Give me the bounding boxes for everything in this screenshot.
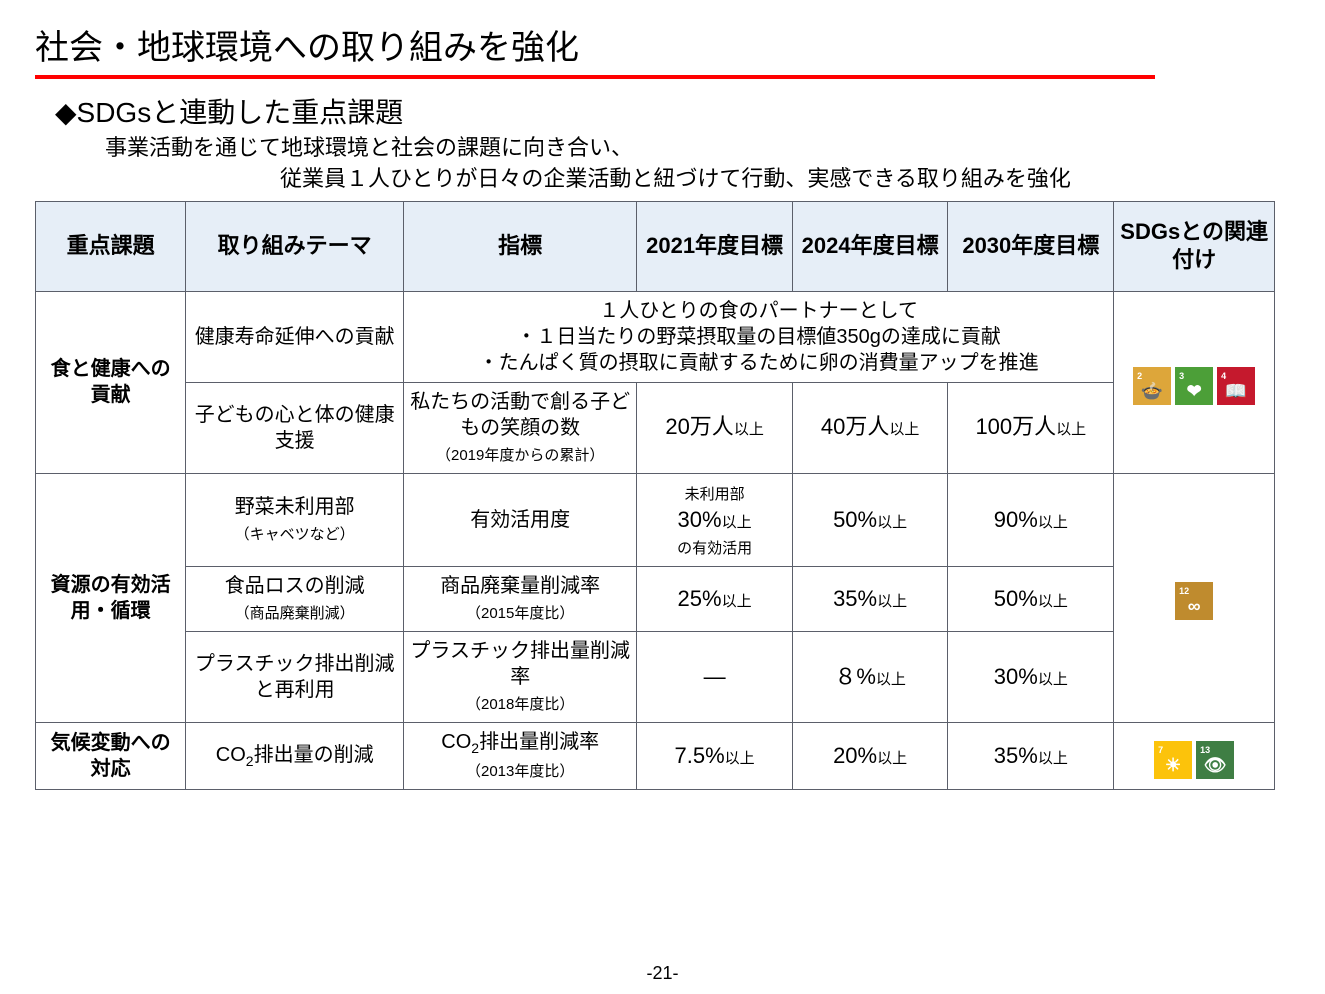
v2024-children: 40万人以上	[792, 382, 948, 473]
v2024-food-loss: 35%以上	[792, 567, 948, 632]
v2021-food-loss: 25%以上	[637, 567, 793, 632]
food-health-sdg-3-icon: 3❤	[1175, 367, 1213, 405]
v2021-vegetable: 未利用部 30%以上 の有効活用	[637, 473, 793, 567]
slide: 社会・地球環境への取り組みを強化 ◆SDGsと連動した重点課題 事業活動を通じて…	[0, 0, 1325, 994]
th-2030: 2030年度目標	[948, 201, 1114, 291]
sdgs-climate: 7☀13👁	[1114, 723, 1275, 790]
desc-line-1: 事業活動を通じて地球環境と社会の課題に向き合い、	[35, 133, 1290, 164]
th-sdgs: SDGsとの関連付け	[1114, 201, 1275, 291]
th-2024: 2024年度目標	[792, 201, 948, 291]
table-row: プラスチック排出削減と再利用 プラスチック排出量削減率 （2018年度比） ― …	[36, 632, 1275, 723]
theme-food-loss: 食品ロスの削減 （商品廃棄削減）	[186, 567, 404, 632]
issue-resources: 資源の有効活用・循環	[36, 473, 186, 723]
metric-plastic: プラスチック排出量削減率 （2018年度比）	[404, 632, 637, 723]
table-row: 食と健康への貢献 健康寿命延伸への貢献 １人ひとりの食のパートナーとして ・１日…	[36, 291, 1275, 382]
metric-utilization: 有効活用度	[404, 473, 637, 567]
issue-food-health: 食と健康への貢献	[36, 291, 186, 473]
food-health-sdg-4-icon: 4📖	[1217, 367, 1255, 405]
subtitle: ◆SDGsと連動した重点課題	[35, 91, 1290, 131]
table-row: 資源の有効活用・循環 野菜未利用部 （キャベツなど） 有効活用度 未利用部 30…	[36, 473, 1275, 567]
th-2021: 2021年度目標	[637, 201, 793, 291]
v2024-vegetable: 50%以上	[792, 473, 948, 567]
title-underline	[35, 75, 1155, 79]
v2021-children: 20万人以上	[637, 382, 793, 473]
v2021-plastic: ―	[637, 632, 793, 723]
theme-plastic: プラスチック排出削減と再利用	[186, 632, 404, 723]
metric-food-loss: 商品廃棄量削減率 （2015年度比）	[404, 567, 637, 632]
table-row: 食品ロスの削減 （商品廃棄削減） 商品廃棄量削減率 （2015年度比） 25%以…	[36, 567, 1275, 632]
th-issue: 重点課題	[36, 201, 186, 291]
materiality-table: 重点課題 取り組みテーマ 指標 2021年度目標 2024年度目標 2030年度…	[35, 201, 1275, 791]
theme-children-health: 子どもの心と体の健康支援	[186, 382, 404, 473]
desc-line-2: 従業員１人ひとりが日々の企業活動と紐づけて行動、実感できる取り組みを強化	[35, 164, 1290, 195]
theme-health-life: 健康寿命延伸への貢献	[186, 291, 404, 382]
resources-sdg-12-icon: 12∞	[1175, 582, 1213, 620]
table-row: 気候変動への対応 CO2排出量の削減 CO2排出量削減率 （2013年度比） 7…	[36, 723, 1275, 790]
th-theme: 取り組みテーマ	[186, 201, 404, 291]
v2030-children: 100万人以上	[948, 382, 1114, 473]
v2024-plastic: ８%以上	[792, 632, 948, 723]
sdgs-resources: 12∞	[1114, 473, 1275, 723]
page-number: -21-	[0, 963, 1325, 984]
theme-co2: CO2排出量の削減	[186, 723, 404, 790]
table-header-row: 重点課題 取り組みテーマ 指標 2021年度目標 2024年度目標 2030年度…	[36, 201, 1275, 291]
climate-sdg-13-icon: 13👁	[1196, 741, 1234, 779]
sdgs-food-health: 2🍲3❤4📖	[1114, 291, 1275, 473]
v2024-co2: 20%以上	[792, 723, 948, 790]
table-row: 子どもの心と体の健康支援 私たちの活動で創る子どもの笑顔の数 （2019年度から…	[36, 382, 1275, 473]
theme-vegetable-unused: 野菜未利用部 （キャベツなど）	[186, 473, 404, 567]
merged-food-partner: １人ひとりの食のパートナーとして ・１日当たりの野菜摂取量の目標値350gの達成…	[404, 291, 1114, 382]
v2030-co2: 35%以上	[948, 723, 1114, 790]
v2030-plastic: 30%以上	[948, 632, 1114, 723]
page-title: 社会・地球環境への取り組みを強化	[35, 20, 1290, 69]
v2030-food-loss: 50%以上	[948, 567, 1114, 632]
metric-children-smiles: 私たちの活動で創る子どもの笑顔の数 （2019年度からの累計）	[404, 382, 637, 473]
climate-sdg-7-icon: 7☀	[1154, 741, 1192, 779]
th-metric: 指標	[404, 201, 637, 291]
v2030-vegetable: 90%以上	[948, 473, 1114, 567]
v2021-co2: 7.5%以上	[637, 723, 793, 790]
issue-climate: 気候変動への対応	[36, 723, 186, 790]
metric-co2: CO2排出量削減率 （2013年度比）	[404, 723, 637, 790]
food-health-sdg-2-icon: 2🍲	[1133, 367, 1171, 405]
